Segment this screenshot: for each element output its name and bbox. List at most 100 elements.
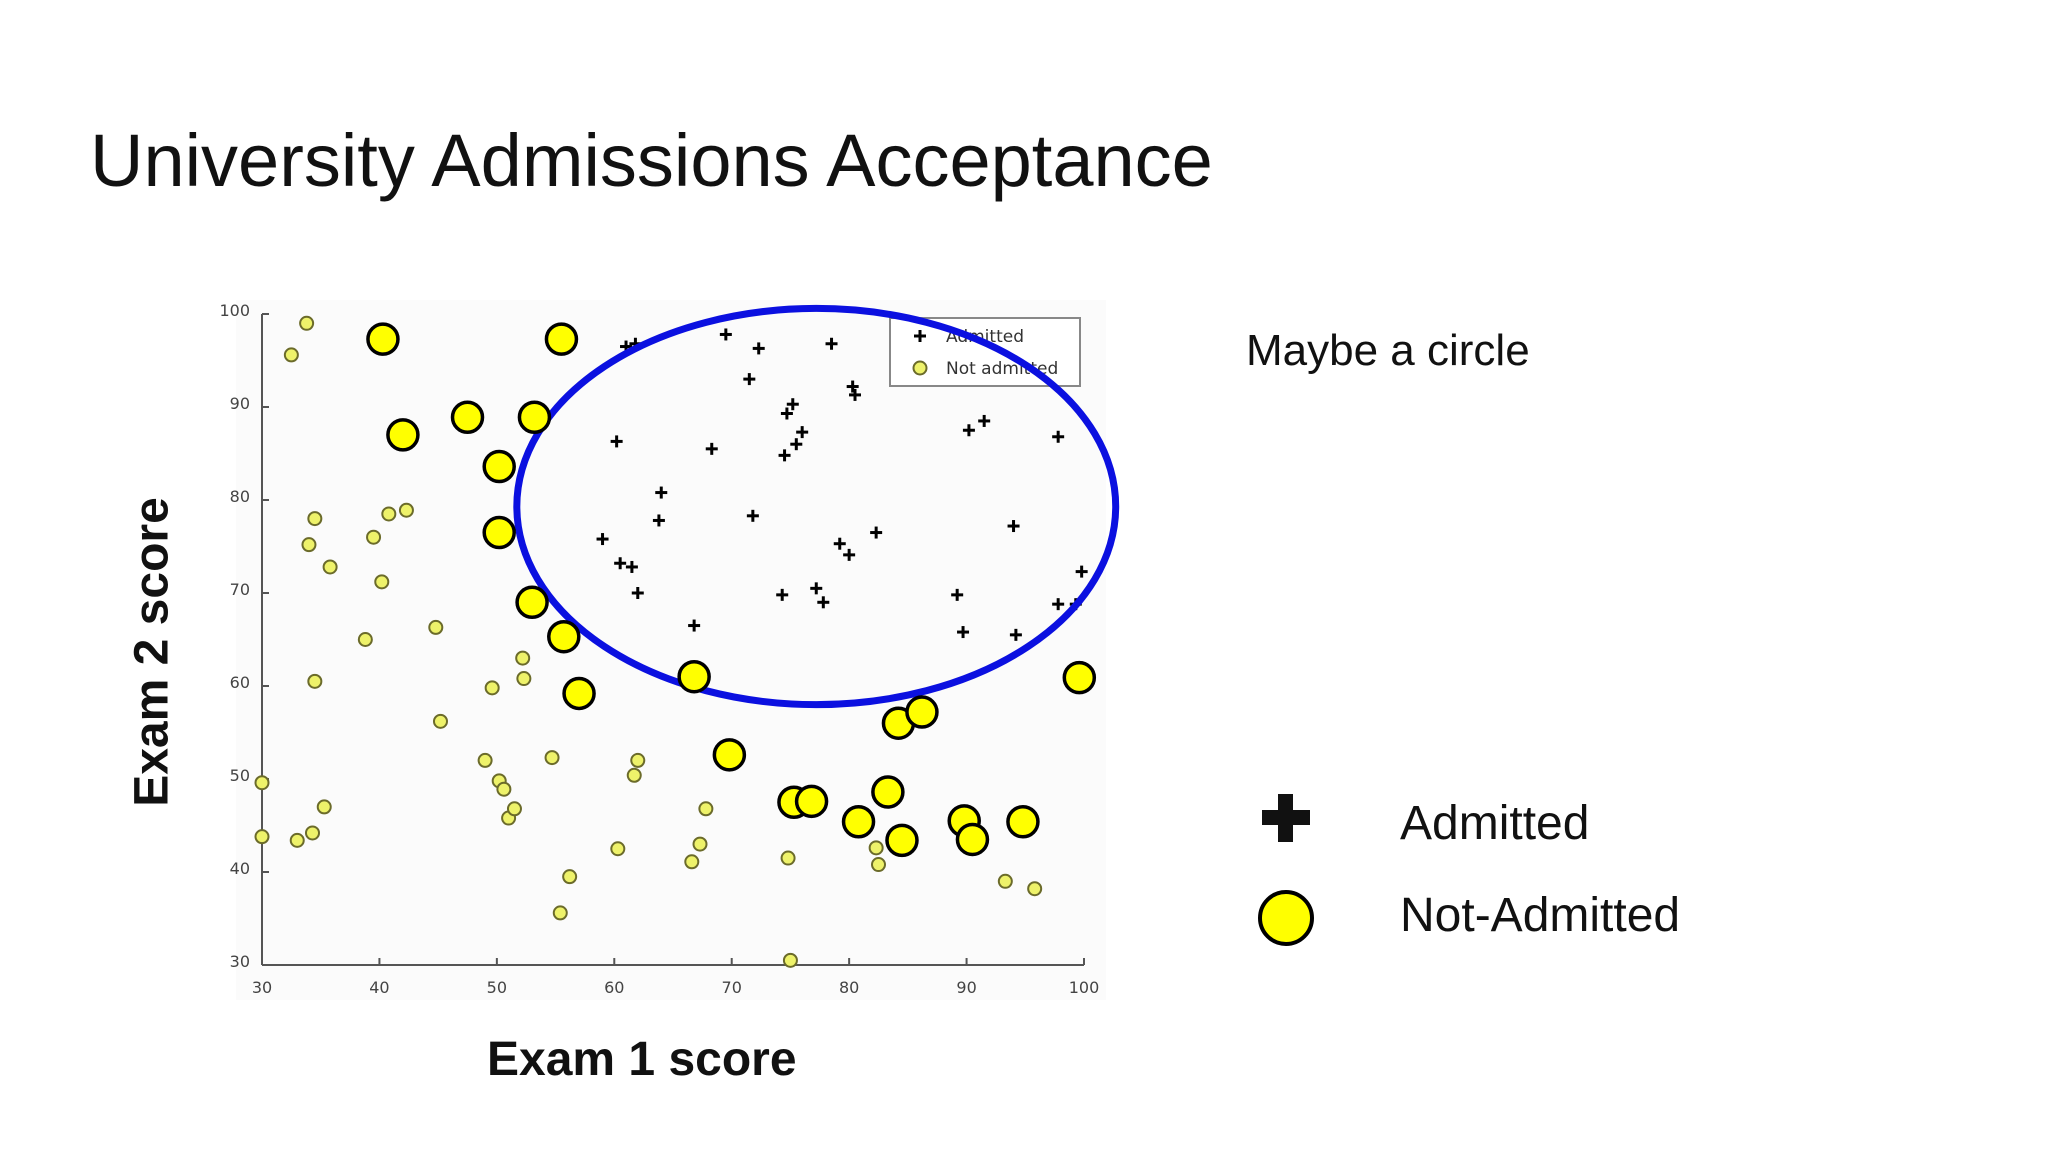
not-admitted-point xyxy=(610,841,626,857)
not-admitted-point xyxy=(304,825,320,841)
admitted-point xyxy=(790,438,803,451)
y-tick-label: 50 xyxy=(230,766,250,785)
not-admitted-highlight-point xyxy=(905,695,939,729)
x-tick-label: 30 xyxy=(252,978,272,997)
not-admitted-point xyxy=(496,781,512,797)
axes: 30 40 50 60 70 80 90 100 30 40 50 60 70 80 90 100 xyxy=(219,301,1099,997)
x-axis-label: Exam 1 score xyxy=(487,1033,797,1086)
x-tick-label: 60 xyxy=(604,978,624,997)
y-tick-label: 90 xyxy=(230,394,250,413)
not-admitted-point xyxy=(316,799,332,815)
not-admitted-point xyxy=(515,650,531,666)
not-admitted-point xyxy=(782,952,798,968)
admitted-point xyxy=(776,588,789,601)
admitted-point xyxy=(817,596,830,609)
x-tick-label: 70 xyxy=(722,978,742,997)
not-admitted-point xyxy=(322,559,338,575)
not-admitted-point xyxy=(506,801,522,817)
not-admitted-highlight-point xyxy=(794,784,829,819)
admitted-point xyxy=(1009,628,1022,641)
not-admitted-point xyxy=(254,775,270,791)
not-admitted-point xyxy=(432,713,448,729)
not-admitted-point xyxy=(692,836,708,852)
legend-not-admitted-marker xyxy=(912,360,928,376)
x-tick-label: 50 xyxy=(487,978,507,997)
not-admitted-highlight-point xyxy=(841,805,876,839)
not-admitted-point xyxy=(289,832,305,848)
not-admitted-point xyxy=(307,673,323,689)
admitted-point xyxy=(951,588,964,601)
not-admitted-point xyxy=(307,511,323,527)
not-admitted-highlight-point xyxy=(871,775,905,809)
not-admitted-point xyxy=(374,574,390,590)
admitted-point xyxy=(610,435,623,448)
not-admitted-point xyxy=(283,347,299,363)
not-admitted-highlight-point xyxy=(885,823,919,858)
y-tick-label: 100 xyxy=(219,301,250,320)
admitted-point xyxy=(833,537,846,550)
admitted-point xyxy=(655,486,668,499)
admitted-point xyxy=(780,407,793,420)
y-tick-label: 60 xyxy=(230,673,250,692)
not-admitted-point xyxy=(780,850,796,866)
not-admitted-key-label: Not-Admitted xyxy=(1400,889,1681,942)
not-admitted-point xyxy=(997,873,1013,889)
not-admitted-highlight-point xyxy=(450,400,485,434)
admitted-point xyxy=(746,509,759,522)
not-admitted-point xyxy=(398,502,414,518)
not-admitted-point xyxy=(428,619,444,635)
not-admitted-highlight-point xyxy=(677,659,711,694)
admitted-point xyxy=(614,557,627,570)
plot-area xyxy=(236,300,1106,1000)
not-admitted-highlight-point xyxy=(1062,660,1097,695)
admitted-point xyxy=(778,449,791,462)
x-tick-label: 80 xyxy=(839,978,859,997)
not-admitted-point xyxy=(871,857,886,873)
x-tick-label: 90 xyxy=(956,978,976,997)
overlay-layer xyxy=(513,304,1120,709)
admitted-point xyxy=(786,398,799,411)
admitted-point xyxy=(652,514,665,527)
admitted-point xyxy=(688,619,701,632)
admitted-point xyxy=(849,388,862,401)
not-admitted-highlight-point xyxy=(955,822,990,857)
not-admitted-highlight-point xyxy=(1006,805,1040,839)
not-admitted-point xyxy=(254,829,270,845)
admitted-point xyxy=(1007,520,1020,533)
admitted-point xyxy=(1052,598,1065,611)
not-admitted-point xyxy=(1027,881,1043,897)
not-admitted-point xyxy=(626,767,642,783)
not-admitted-point xyxy=(484,680,500,696)
admitted-point xyxy=(752,342,765,355)
not-admitted-point xyxy=(366,529,382,545)
admitted-point xyxy=(846,380,859,393)
not-admitted-point xyxy=(544,750,560,766)
not-admitted-highlight-point xyxy=(712,738,747,772)
admitted-point xyxy=(825,337,838,350)
admitted-point xyxy=(625,560,638,573)
y-tick-label: 80 xyxy=(230,487,250,506)
y-tick-label: 70 xyxy=(230,580,250,599)
not-admitted-point xyxy=(562,869,578,885)
admitted-point xyxy=(631,587,644,599)
admitted-point xyxy=(870,526,883,539)
admitted-point xyxy=(705,442,718,455)
highlight-points-layer xyxy=(366,322,1097,858)
not-admitted-highlight-point xyxy=(547,619,581,654)
admitted-point xyxy=(957,626,970,639)
not-admitted-point xyxy=(357,632,373,647)
not-admitted-key-icon xyxy=(1258,890,1314,946)
not-admitted-highlight-point xyxy=(544,322,579,356)
plot-background xyxy=(236,300,1106,1000)
admitted-key-icon xyxy=(1262,794,1310,842)
not-admitted-point xyxy=(299,315,315,331)
admitted-point xyxy=(596,533,609,546)
not-admitted-highlight-point xyxy=(482,515,516,550)
legend-box xyxy=(889,317,1081,387)
boundary-circle xyxy=(513,304,1120,709)
not-admitted-point xyxy=(630,752,646,768)
admitted-point xyxy=(796,426,809,439)
slide-title: University Admissions Acceptance xyxy=(90,119,1213,202)
not-admitted-point xyxy=(868,840,884,856)
